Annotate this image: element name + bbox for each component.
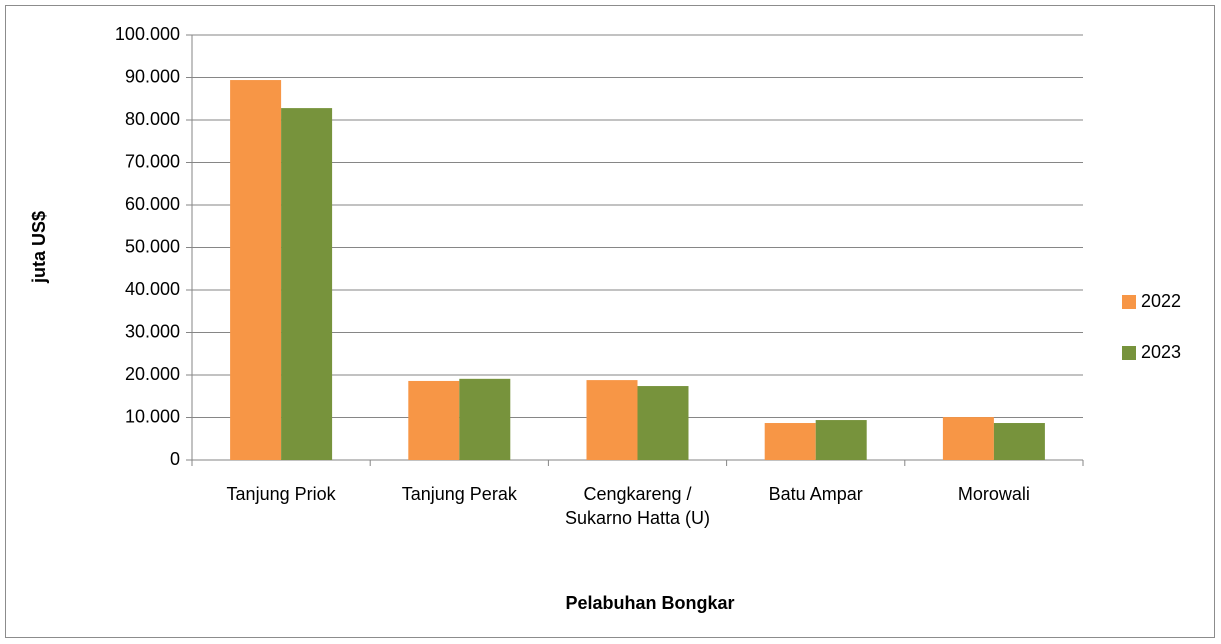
x-tick-label: Tanjung Perak [401,484,517,504]
legend-swatch [1122,295,1136,309]
bar [230,80,282,461]
y-tick-label: 10.000 [125,406,180,426]
y-axis-title: juta US$ [29,211,49,284]
bar [586,380,638,460]
bar [942,417,994,460]
y-tick-label: 20.000 [125,364,180,384]
x-tick-label-box: Cengkareng / Sukarno Hatta (U) [564,484,711,528]
bar [408,380,460,460]
legend-label: 2022 [1141,291,1181,311]
y-tick-label: 0 [170,449,180,469]
x-tick-label: Batu Ampar [768,484,863,504]
x-axis-title: Pelabuhan Bongkar [565,593,734,613]
bar [764,423,816,460]
x-tick-label: Morowali [957,484,1030,504]
y-tick-label: 60.000 [125,194,180,214]
y-tick-label: 50.000 [125,236,180,256]
bar [993,423,1045,460]
bar [459,378,511,460]
bar [815,420,867,460]
chart-border [5,5,1215,638]
x-tick-label: Cengkareng / Sukarno Hatta (U) [564,484,711,528]
x-tick-label-box: Morowali [957,484,1030,504]
x-tick-label-box: Tanjung Priok [226,484,336,504]
legend-label: 2023 [1141,342,1181,362]
bar [281,108,333,460]
bar [637,386,689,460]
x-tick-label-box: Tanjung Perak [401,484,517,504]
y-tick-label: 70.000 [125,151,180,171]
y-tick-label: 80.000 [125,109,180,129]
x-tick-label-box: Batu Ampar [768,484,863,504]
y-tick-label: 30.000 [125,321,180,341]
y-tick-label: 90.000 [125,66,180,86]
x-tick-label: Tanjung Priok [226,484,336,504]
y-tick-label: 40.000 [125,279,180,299]
y-tick-label: 100.000 [115,24,180,44]
legend-swatch [1122,346,1136,360]
